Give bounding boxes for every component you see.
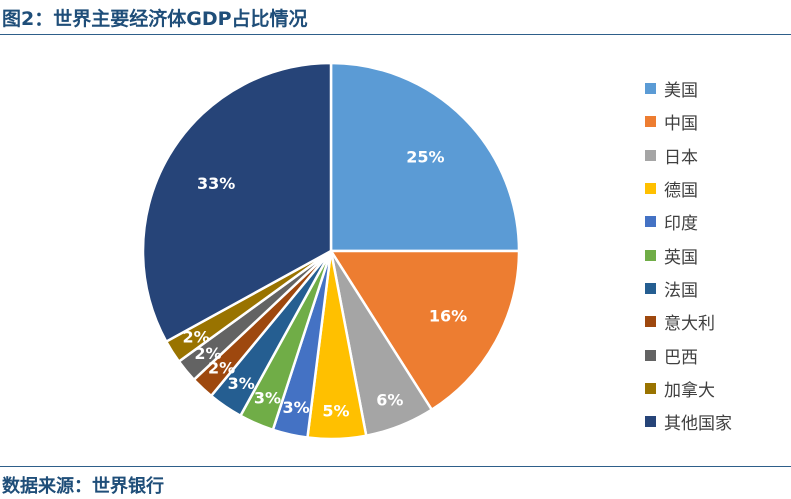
legend-label: 美国 — [664, 81, 698, 102]
legend-item-7: 法国 — [645, 272, 732, 305]
legend-label: 巴西 — [664, 347, 698, 368]
legend-label: 加拿大 — [664, 380, 715, 401]
data-label-5: 3% — [283, 398, 310, 417]
data-label-7: 3% — [228, 374, 255, 393]
legend-label: 其他国家 — [664, 414, 732, 435]
pie-chart: 25%16%6%5%3%3%3%2%2%2%33% — [141, 61, 521, 441]
data-label-4: 5% — [322, 402, 349, 421]
legend-swatch — [645, 316, 656, 328]
legend-item-8: 意大利 — [645, 305, 732, 338]
legend-item-2: 中国 — [645, 105, 732, 138]
footer-divider — [0, 466, 791, 467]
data-label-9: 2% — [194, 344, 221, 363]
legend-item-10: 加拿大 — [645, 372, 732, 405]
legend-swatch — [645, 416, 656, 428]
legend-swatch — [645, 249, 656, 261]
legend-swatch — [645, 216, 656, 228]
data-label-8: 2% — [208, 359, 235, 378]
legend-item-9: 巴西 — [645, 338, 732, 371]
data-label-2: 16% — [429, 306, 467, 325]
data-label-3: 6% — [376, 391, 403, 410]
chart-legend: 美国中国日本德国印度英国法国意大利巴西加拿大其他国家 — [645, 72, 732, 438]
pie-slice-1 — [329, 61, 521, 253]
header-divider — [0, 34, 791, 35]
source-note: 数据来源：世界银行 — [2, 476, 164, 497]
legend-label: 日本 — [664, 147, 698, 168]
legend-swatch — [645, 282, 656, 294]
legend-swatch — [645, 149, 656, 161]
legend-swatch — [645, 83, 656, 95]
legend-label: 法国 — [664, 280, 698, 301]
legend-label: 英国 — [664, 247, 698, 268]
page-title: 图2：世界主要经济体GDP占比情况 — [2, 8, 308, 30]
pie-slice-2 — [328, 249, 521, 412]
legend-swatch — [645, 116, 656, 128]
legend-label: 德国 — [664, 181, 698, 202]
legend-label: 意大利 — [664, 314, 715, 335]
legend-item-5: 印度 — [645, 205, 732, 238]
data-label-1: 25% — [406, 148, 444, 167]
data-label-10: 2% — [183, 328, 210, 347]
legend-item-1: 美国 — [645, 72, 732, 105]
legend-item-6: 英国 — [645, 238, 732, 271]
legend-label: 中国 — [664, 114, 698, 135]
legend-item-3: 日本 — [645, 139, 732, 172]
legend-item-11: 其他国家 — [645, 405, 732, 438]
legend-label: 印度 — [664, 214, 698, 235]
data-label-11: 33% — [197, 174, 235, 193]
data-label-6: 3% — [254, 389, 281, 408]
legend-item-4: 德国 — [645, 172, 732, 205]
pie-slice-11 — [141, 61, 333, 344]
legend-swatch — [645, 382, 656, 394]
legend-swatch — [645, 183, 656, 195]
legend-swatch — [645, 349, 656, 361]
